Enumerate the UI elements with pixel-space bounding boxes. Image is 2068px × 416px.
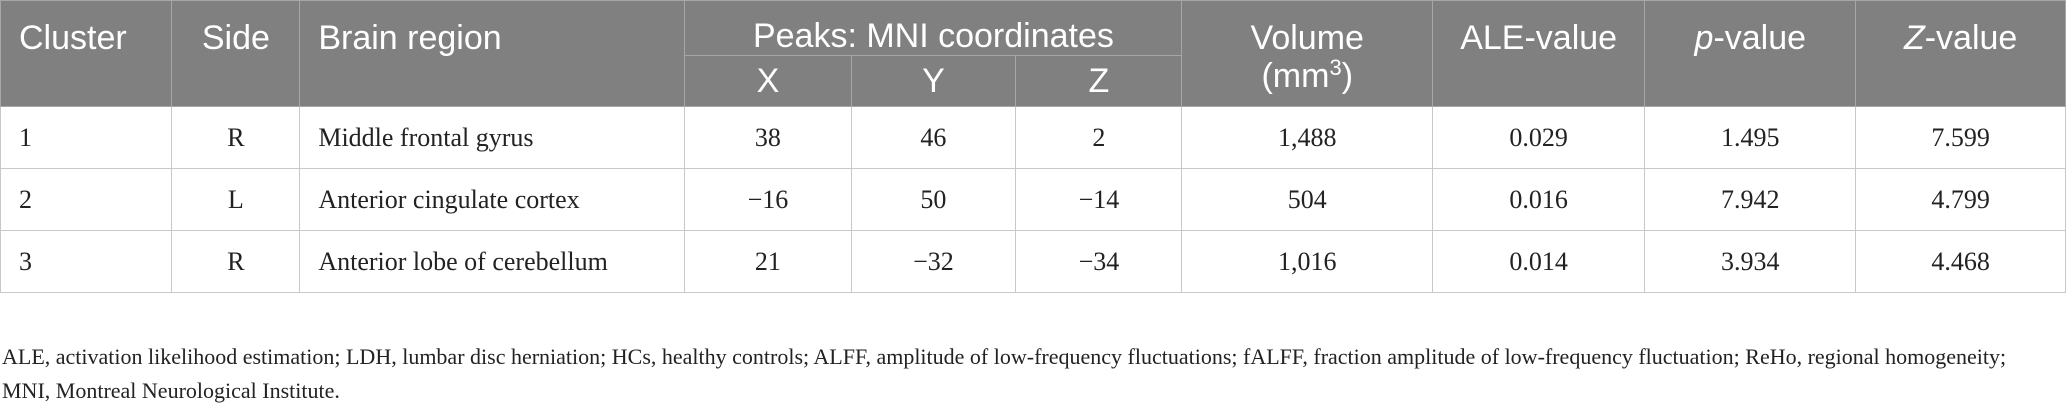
cell-volume: 504 — [1181, 168, 1434, 231]
header-volume-close: ) — [1341, 57, 1354, 95]
header-ale: ALE-value — [1432, 0, 1646, 107]
table-header: Cluster Side Brain region Peaks: MNI coo… — [0, 0, 2066, 107]
header-volume-text: Volume (mm — [1250, 19, 1364, 95]
header-cluster: Cluster — [0, 0, 173, 107]
cell-p-value: 7.942 — [1644, 168, 1857, 231]
header-volume: Volume (mm3) — [1181, 0, 1434, 107]
cell-cluster: 1 — [0, 106, 173, 169]
table-row: 2 L Anterior cingulate cortex −16 50 −14… — [0, 168, 2066, 231]
table-row: 1 R Middle frontal gyrus 38 46 2 1,488 0… — [0, 106, 2066, 169]
cell-z-value: 7.599 — [1855, 106, 2066, 169]
cell-x: −16 — [684, 168, 852, 231]
header-volume-sup: 3 — [1329, 55, 1342, 80]
header-p-value: p-value — [1644, 0, 1857, 107]
cell-z: −14 — [1015, 168, 1183, 231]
results-table: Cluster Side Brain region Peaks: MNI coo… — [0, 0, 2066, 293]
cell-ale: 0.029 — [1432, 106, 1646, 169]
cell-z-value: 4.468 — [1855, 230, 2066, 293]
table-row: 3 R Anterior lobe of cerebellum 21 −32 −… — [0, 230, 2066, 293]
cell-x: 38 — [684, 106, 852, 169]
header-z-rest: -value — [1924, 19, 2018, 57]
table-footnote: ALE, activation likelihood estimation; L… — [2, 344, 2007, 403]
cell-ale: 0.016 — [1432, 168, 1646, 231]
cell-volume: 1,488 — [1181, 106, 1434, 169]
cell-p-value: 1.495 — [1644, 106, 1857, 169]
header-z-value: Z-value — [1855, 0, 2066, 107]
cell-cluster: 2 — [0, 168, 173, 231]
table-body: 1 R Middle frontal gyrus 38 46 2 1,488 0… — [0, 106, 2066, 293]
cell-side: L — [171, 168, 301, 231]
cell-side: R — [171, 106, 301, 169]
cell-z-value: 4.799 — [1855, 168, 2066, 231]
cell-y: −32 — [850, 230, 1017, 293]
cell-z: 2 — [1015, 106, 1183, 169]
header-side: Side — [171, 0, 301, 107]
cell-region: Anterior lobe of cerebellum — [299, 230, 686, 293]
cell-region: Anterior cingulate cortex — [299, 168, 686, 231]
cell-y: 50 — [850, 168, 1017, 231]
header-y: Y — [850, 55, 1017, 107]
header-peaks: Peaks: MNI coordinates — [684, 0, 1183, 56]
cell-side: R — [171, 230, 301, 293]
header-p-italic: p — [1694, 19, 1714, 57]
cell-volume: 1,016 — [1181, 230, 1434, 293]
header-x: X — [684, 55, 852, 107]
cell-ale: 0.014 — [1432, 230, 1646, 293]
cell-cluster: 3 — [0, 230, 173, 293]
cell-region: Middle frontal gyrus — [299, 106, 686, 169]
cell-y: 46 — [850, 106, 1017, 169]
header-brain-region: Brain region — [299, 0, 686, 107]
header-z-italic: Z — [1903, 19, 1925, 57]
header-z: Z — [1015, 55, 1183, 107]
header-p-rest: -value — [1713, 19, 1807, 57]
cell-z: −34 — [1015, 230, 1183, 293]
cell-p-value: 3.934 — [1644, 230, 1857, 293]
cell-x: 21 — [684, 230, 852, 293]
